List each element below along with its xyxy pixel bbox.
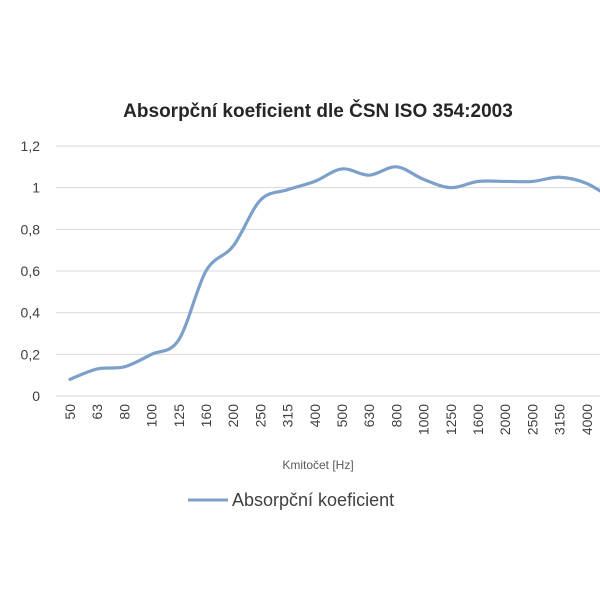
- x-tick-label: 1600: [470, 404, 486, 435]
- x-tick-label: 200: [225, 404, 241, 428]
- x-tick-label: 630: [361, 404, 377, 428]
- x-tick-label: 80: [116, 404, 132, 420]
- x-tick-labels: 50 63 80 100 125 160 200 250 315 400 500 630 800 1000…: [62, 404, 595, 435]
- x-tick-label: 63: [89, 404, 105, 420]
- grid-lines: [56, 145, 600, 397]
- x-tick-label: 800: [388, 404, 404, 428]
- x-axis-label: Kmitočet [Hz]: [282, 458, 353, 472]
- x-tick-label: 500: [334, 404, 350, 428]
- x-tick-label: 1250: [443, 404, 459, 435]
- x-tick-label: 2500: [524, 404, 540, 435]
- y-tick-label: 0,4: [21, 305, 41, 321]
- x-tick-label: 2000: [497, 404, 513, 435]
- legend-label: Absorpční koeficient: [232, 490, 394, 510]
- x-tick-label: 1000: [416, 404, 432, 435]
- chart-title: Absorpční koeficient dle ČSN ISO 354:200…: [123, 100, 513, 122]
- y-tick-label: 0,8: [21, 221, 41, 237]
- x-tick-label: 100: [144, 404, 160, 428]
- x-tick-label: 400: [307, 404, 323, 428]
- series-lines: [68, 165, 600, 381]
- x-tick-label: 315: [280, 404, 296, 428]
- x-tick-label: 250: [252, 404, 268, 428]
- series-line: [68, 165, 600, 381]
- legend: Absorpční koeficient: [188, 490, 394, 510]
- y-tick-label: 1: [32, 180, 40, 196]
- x-tick-label: 3150: [552, 404, 568, 435]
- x-tick-label: 125: [171, 404, 187, 428]
- x-tick-label: 50: [62, 404, 78, 420]
- y-tick-label: 0,6: [21, 263, 41, 279]
- y-tick-label: 0: [32, 388, 40, 404]
- x-tick-label: 160: [198, 404, 214, 428]
- y-tick-label: 1,2: [21, 138, 41, 154]
- y-tick-label: 0,2: [21, 346, 41, 362]
- x-tick-label: 4000: [579, 404, 595, 435]
- y-tick-labels: 0 0,2 0,4 0,6 0,8 1 1,2: [21, 138, 41, 404]
